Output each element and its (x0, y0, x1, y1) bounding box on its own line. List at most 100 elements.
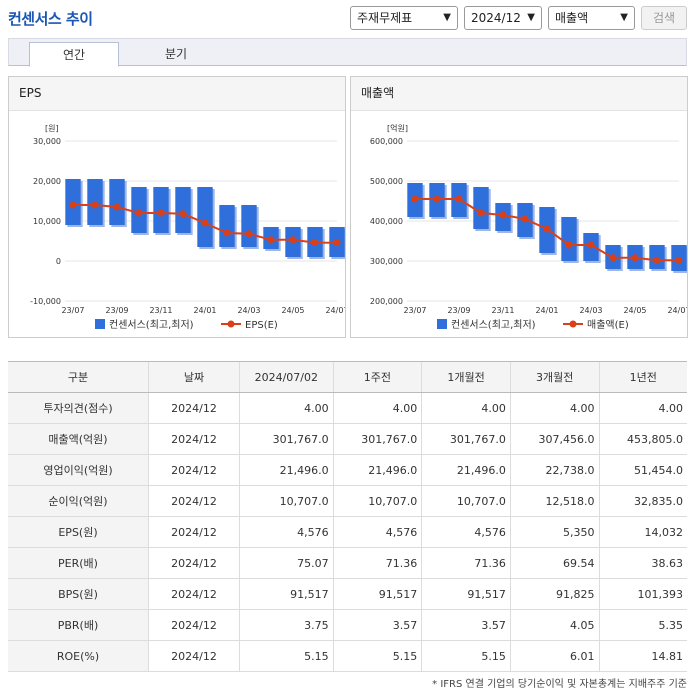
estimate-point (631, 254, 639, 262)
row-value: 91,825 (509, 578, 600, 610)
row-value: 22,738.0 (509, 454, 600, 486)
row-value: 69.54 (509, 547, 600, 579)
row-label: 순이익(억원) (8, 485, 149, 517)
row-date: 2024/12 (148, 640, 240, 672)
row-date: 2024/12 (148, 516, 240, 548)
legend-range-swatch (437, 319, 447, 329)
row-label: 투자의견(점수) (8, 392, 149, 424)
row-value: 4.00 (509, 392, 600, 424)
revenue-chart-title: 매출액 (351, 77, 687, 111)
row-value: 5.35 (598, 609, 687, 641)
search-button[interactable]: 검색 (641, 6, 687, 30)
x-tick-label: 24/01 (193, 306, 216, 315)
x-tick-label: 24/05 (623, 306, 646, 315)
estimate-point (289, 236, 297, 244)
table-row: PER(배) 2024/12 75.07 71.36 71.36 69.54 38.63 (8, 547, 687, 579)
col-header: 3개월전 (509, 361, 600, 393)
revenue-chart-panel: 매출액 [억원] 600,000 500,000 400,000 300,000 200,… (350, 76, 688, 338)
row-date: 2024/12 (148, 392, 240, 424)
row-date: 2024/12 (148, 547, 240, 579)
table-row: 투자의견(점수) 2024/12 4.00 4.00 4.00 4.00 4.00 (8, 392, 687, 424)
estimate-point (91, 201, 99, 209)
tab-annual[interactable]: 연간 (29, 42, 119, 67)
range-bar (219, 205, 235, 247)
row-value: 3.57 (332, 609, 422, 641)
y-tick-label: 400,000 (370, 217, 403, 226)
range-bar (175, 187, 191, 233)
row-date: 2024/12 (148, 609, 240, 641)
row-value: 5.15 (421, 640, 511, 672)
row-label: PBR(배) (8, 609, 149, 641)
row-value: 91,517 (239, 578, 334, 610)
y-tick-label: 300,000 (370, 257, 403, 266)
row-value: 5.15 (332, 640, 422, 672)
y-unit-label: [억원] (387, 123, 408, 133)
chevron-down-icon: ▼ (620, 12, 628, 23)
col-header: 1년전 (598, 361, 687, 393)
row-label: PER(배) (8, 547, 149, 579)
y-tick-label: 0 (56, 257, 61, 266)
estimate-point (477, 209, 485, 217)
table-row: ROE(%) 2024/12 5.15 5.15 5.15 6.01 14.81 (8, 640, 687, 672)
x-tick-label: 23/07 (403, 306, 426, 315)
range-bar (241, 205, 257, 247)
x-tick-label: 23/07 (61, 306, 84, 315)
row-value: 6.01 (509, 640, 600, 672)
table-row: BPS(원) 2024/12 91,517 91,517 91,517 91,825 101… (8, 578, 687, 610)
estimate-point (201, 219, 209, 227)
col-header: 1주전 (332, 361, 422, 393)
tab-quarterly[interactable]: 분기 (164, 47, 188, 61)
eps-chart-panel: EPS [원] 30,000 20,000 10,000 0 -10,000 23/07 23… (8, 76, 346, 338)
statement-type-select[interactable]: 주재무제표 ▼ (350, 6, 458, 30)
y-tick-label: 600,000 (370, 137, 403, 146)
statement-type-value: 주재무제표 (357, 11, 413, 25)
row-date: 2024/12 (148, 423, 240, 455)
row-value: 3.75 (239, 609, 334, 641)
estimate-point (113, 203, 121, 211)
x-tick-label: 23/11 (491, 306, 514, 315)
col-header: 1개월전 (421, 361, 511, 393)
table-row: 매출액(억원) 2024/12 301,767.0 301,767.0 301,767.… (8, 423, 687, 455)
estimate-point (543, 225, 551, 233)
row-value: 301,767.0 (239, 423, 334, 455)
eps-chart-title: EPS (9, 77, 345, 111)
metric-select[interactable]: 매출액 ▼ (548, 6, 635, 30)
estimate-point (433, 195, 441, 203)
table-row: 순이익(억원) 2024/12 10,707.0 10,707.0 10,707.0 12… (8, 485, 687, 517)
row-value: 21,496.0 (239, 454, 334, 486)
col-header: 구분 (8, 361, 149, 393)
footnote: * IFRS 연결 기업의 당기순이익 및 자본총계는 지배주주 기준 (432, 679, 687, 690)
page-title: 컨센서스 추이 (8, 10, 93, 28)
estimate-point (521, 215, 529, 223)
row-value: 38.63 (598, 547, 687, 579)
row-value: 10,707.0 (421, 485, 511, 517)
row-label: 영업이익(억원) (8, 454, 149, 486)
x-tick-label: 24/01 (535, 306, 558, 315)
row-value: 51,454.0 (598, 454, 687, 486)
row-value: 10,707.0 (332, 485, 422, 517)
row-date: 2024/12 (148, 578, 240, 610)
row-label: EPS(원) (8, 516, 149, 548)
row-value: 4,576 (421, 516, 511, 548)
estimate-point (653, 256, 661, 264)
row-value: 301,767.0 (421, 423, 511, 455)
row-value: 71.36 (421, 547, 511, 579)
chevron-down-icon: ▼ (443, 12, 451, 23)
row-value: 75.07 (239, 547, 334, 579)
estimate-point (245, 230, 253, 238)
period-select[interactable]: 2024/12 ▼ (464, 6, 542, 30)
col-header: 날짜 (148, 361, 240, 393)
legend-line-marker (227, 320, 235, 328)
x-tick-label: 23/09 (105, 306, 128, 315)
legend-line-marker (569, 320, 577, 328)
chevron-down-icon: ▼ (527, 12, 535, 23)
y-tick-label: 10,000 (33, 217, 61, 226)
estimate-point (135, 209, 143, 217)
row-value: 4.00 (239, 392, 334, 424)
y-unit-label: [원] (45, 124, 59, 133)
row-value: 14,032 (598, 516, 687, 548)
row-value: 301,767.0 (332, 423, 422, 455)
row-value: 21,496.0 (421, 454, 511, 486)
row-value: 5.15 (239, 640, 334, 672)
x-tick-label: 23/09 (447, 306, 470, 315)
